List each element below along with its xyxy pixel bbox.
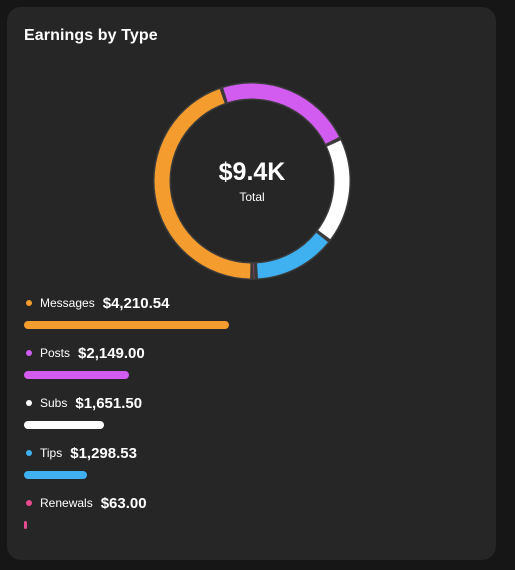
legend-name: Messages <box>40 296 95 310</box>
legend-amount: $1,651.50 <box>75 394 143 412</box>
legend-bar <box>24 471 87 479</box>
legend-dot <box>26 300 32 306</box>
donut-total-value: $9.4K <box>218 158 286 186</box>
legend-item-subs: Subs $1,651.50 <box>24 393 444 443</box>
donut-slice-messages[interactable] <box>154 89 251 279</box>
legend-name: Subs <box>40 396 68 410</box>
legend-amount: $63.00 <box>100 494 147 512</box>
legend-dot <box>26 500 32 506</box>
legend-item-posts: Posts $2,149.00 <box>24 343 444 393</box>
legend-bar <box>24 521 27 529</box>
earnings-card: Earnings by Type $9.4K Total Messages $4… <box>7 7 496 560</box>
legend-dot <box>26 450 32 456</box>
legend-item-messages: Messages $4,210.54 <box>24 293 444 343</box>
legend-dot <box>26 400 32 406</box>
legend-item-renewals: Renewals $63.00 <box>24 493 444 543</box>
legend-name: Posts <box>40 346 71 360</box>
legend-name: Tips <box>40 446 63 460</box>
legend-amount: $1,298.53 <box>70 444 137 462</box>
donut-svg <box>153 82 351 280</box>
donut-chart: $9.4K Total <box>150 79 354 283</box>
donut-slice-subs[interactable] <box>318 140 350 240</box>
legend-amount: $4,210.54 <box>102 294 170 312</box>
legend-amount: $2,149.00 <box>78 344 145 362</box>
legend-name: Renewals <box>40 496 93 510</box>
legend: Messages $4,210.54 Posts $2,149.00 Subs … <box>24 293 444 543</box>
donut-slice-posts[interactable] <box>223 83 340 144</box>
legend-bar <box>24 421 104 429</box>
donut-center: $9.4K Total <box>150 79 354 283</box>
legend-bar <box>24 371 129 379</box>
legend-bar <box>24 321 229 329</box>
legend-item-tips: Tips $1,298.53 <box>24 443 444 493</box>
card-title: Earnings by Type <box>24 27 158 44</box>
donut-slice-tips[interactable] <box>256 232 328 279</box>
donut-total-label: Total <box>239 190 265 204</box>
legend-dot <box>26 350 32 356</box>
